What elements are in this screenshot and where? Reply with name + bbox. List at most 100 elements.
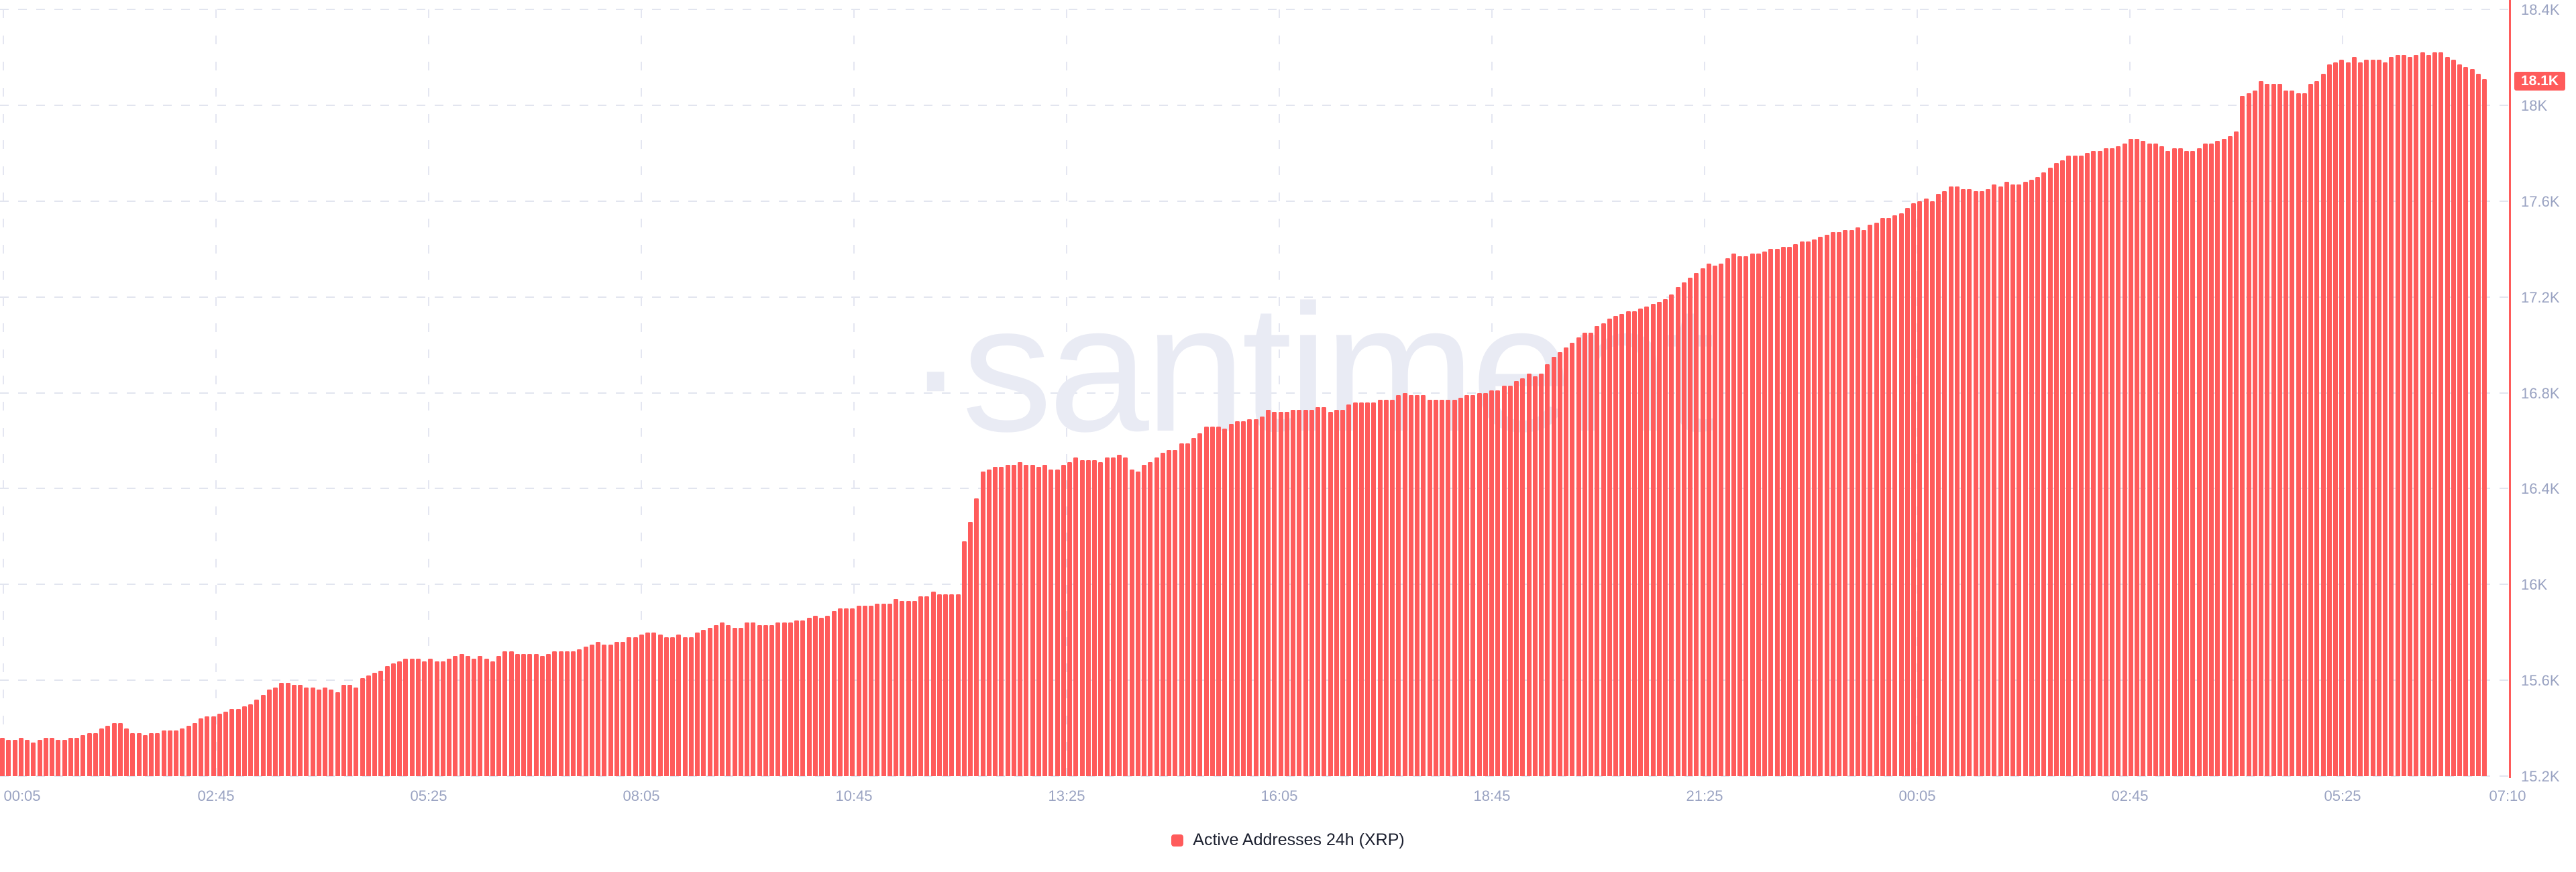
bar[interactable] (2153, 144, 2159, 776)
bar[interactable] (1142, 464, 1147, 776)
bar[interactable] (1775, 249, 1780, 776)
bar[interactable] (670, 637, 676, 776)
bar[interactable] (2165, 150, 2171, 776)
bar[interactable] (229, 709, 235, 776)
bar[interactable] (1241, 421, 1246, 776)
bar[interactable] (1353, 402, 1358, 776)
bar[interactable] (757, 624, 763, 776)
bar[interactable] (1080, 459, 1085, 776)
bar[interactable] (105, 726, 111, 776)
bar[interactable] (1558, 351, 1563, 776)
bar[interactable] (2041, 172, 2047, 776)
bar[interactable] (1279, 412, 1284, 776)
bar[interactable] (813, 615, 818, 776)
bar[interactable] (1452, 400, 1458, 776)
bar[interactable] (912, 601, 918, 776)
bar[interactable] (410, 658, 415, 776)
bar[interactable] (1564, 347, 1569, 776)
bar[interactable] (782, 622, 788, 776)
bar[interactable] (1247, 419, 1252, 776)
bar[interactable] (1756, 254, 1762, 776)
bar[interactable] (2004, 182, 2010, 776)
bar[interactable] (360, 677, 366, 776)
bar[interactable] (1098, 462, 1104, 776)
bar[interactable] (2402, 54, 2407, 776)
bar[interactable] (1843, 229, 1848, 776)
bar[interactable] (590, 644, 595, 776)
bar[interactable] (1428, 400, 1433, 776)
bar[interactable] (832, 610, 837, 776)
bar[interactable] (1657, 301, 1662, 776)
bar[interactable] (1961, 188, 1966, 776)
bar[interactable] (25, 740, 30, 776)
bar[interactable] (261, 694, 266, 776)
bar[interactable] (211, 716, 217, 776)
bar[interactable] (1222, 429, 1228, 776)
bar[interactable] (2048, 167, 2053, 776)
bar[interactable] (981, 472, 986, 776)
bar[interactable] (354, 687, 359, 776)
bar[interactable] (807, 618, 812, 776)
bar[interactable] (924, 596, 930, 776)
bar[interactable] (1576, 337, 1582, 776)
bar[interactable] (689, 637, 694, 776)
bar[interactable] (1874, 222, 1880, 776)
bar[interactable] (2172, 148, 2178, 776)
bar[interactable] (2346, 62, 2351, 776)
bar[interactable] (2184, 150, 2190, 776)
bar[interactable] (1483, 392, 1489, 776)
bar[interactable] (888, 603, 893, 776)
bar[interactable] (1793, 244, 1799, 776)
bar[interactable] (1384, 400, 1389, 776)
bar[interactable] (1117, 455, 1122, 776)
bar[interactable] (1489, 390, 1495, 776)
bar[interactable] (1651, 304, 1656, 776)
bar[interactable] (441, 661, 446, 776)
bar[interactable] (527, 653, 533, 776)
bar[interactable] (1768, 249, 1774, 776)
bar[interactable] (627, 637, 632, 776)
bar[interactable] (1899, 213, 1904, 776)
bar[interactable] (974, 498, 979, 776)
bar[interactable] (515, 653, 521, 776)
bar[interactable] (1371, 402, 1377, 776)
bar[interactable] (1880, 217, 1886, 776)
bar[interactable] (1197, 433, 1203, 776)
bar[interactable] (775, 622, 781, 776)
bar[interactable] (254, 699, 260, 776)
bar[interactable] (1111, 457, 1116, 776)
bar[interactable] (1042, 464, 1048, 776)
bar[interactable] (1892, 215, 1898, 776)
bar[interactable] (2135, 138, 2140, 776)
bar[interactable] (875, 603, 880, 776)
bar[interactable] (733, 627, 738, 776)
bar[interactable] (1086, 459, 1091, 776)
bar[interactable] (2228, 136, 2233, 776)
plot-area[interactable] (0, 0, 2511, 778)
bar[interactable] (286, 682, 291, 776)
bar[interactable] (2141, 141, 2146, 776)
bar[interactable] (819, 618, 824, 776)
bar[interactable] (1073, 457, 1079, 776)
bar[interactable] (1992, 184, 1997, 776)
bar[interactable] (1924, 199, 1929, 776)
bar[interactable] (1601, 323, 1607, 776)
bar[interactable] (2463, 66, 2469, 776)
bar[interactable] (323, 687, 328, 776)
bar[interactable] (99, 728, 105, 776)
bar[interactable] (2234, 131, 2239, 776)
bar[interactable] (0, 737, 5, 776)
bar[interactable] (2123, 144, 2128, 776)
bar[interactable] (918, 596, 924, 776)
bar[interactable] (1334, 409, 1340, 776)
bar[interactable] (2029, 179, 2035, 776)
bar[interactable] (1663, 299, 1668, 776)
bar[interactable] (1185, 443, 1191, 776)
bar[interactable] (2060, 160, 2065, 776)
bar[interactable] (118, 723, 123, 776)
bar[interactable] (1403, 392, 1408, 776)
bar[interactable] (2073, 155, 2078, 776)
bar[interactable] (1415, 395, 1420, 776)
bar[interactable] (80, 735, 86, 776)
bar[interactable] (900, 601, 905, 776)
